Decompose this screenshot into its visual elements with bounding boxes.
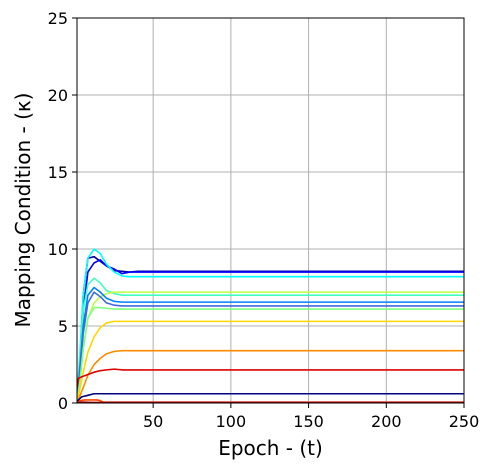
y-tick-label: 0 bbox=[58, 394, 68, 413]
plot-frame bbox=[76, 17, 465, 404]
series-line-4 bbox=[77, 277, 464, 403]
series-line-11 bbox=[77, 368, 464, 388]
x-tick-label: 150 bbox=[293, 412, 324, 431]
y-tick-label: 25 bbox=[48, 9, 68, 28]
x-axis-label: Epoch - (t) bbox=[218, 436, 323, 460]
series-group bbox=[77, 248, 464, 403]
x-tick-label: 200 bbox=[371, 412, 402, 431]
series-line-12 bbox=[77, 392, 464, 403]
axis-ticks: 50 100 150 200 250 0 5 10 15 20 25 bbox=[48, 9, 480, 431]
series-line-10 bbox=[77, 349, 464, 403]
y-tick-label: 15 bbox=[48, 163, 68, 182]
y-axis-label: Mapping Condition - (κ) bbox=[11, 93, 35, 328]
series-line-7 bbox=[77, 291, 464, 403]
series-line-9 bbox=[77, 320, 464, 403]
series-line-8 bbox=[77, 306, 464, 403]
y-tick-label: 20 bbox=[48, 86, 68, 105]
x-tick-label: 250 bbox=[449, 412, 480, 431]
series-line-14 bbox=[77, 401, 464, 403]
y-tick-label: 5 bbox=[58, 317, 68, 336]
x-tick-label: 50 bbox=[143, 412, 163, 431]
x-tick-label: 100 bbox=[216, 412, 247, 431]
series-line-3 bbox=[77, 248, 464, 403]
y-tick-label: 10 bbox=[48, 240, 68, 259]
